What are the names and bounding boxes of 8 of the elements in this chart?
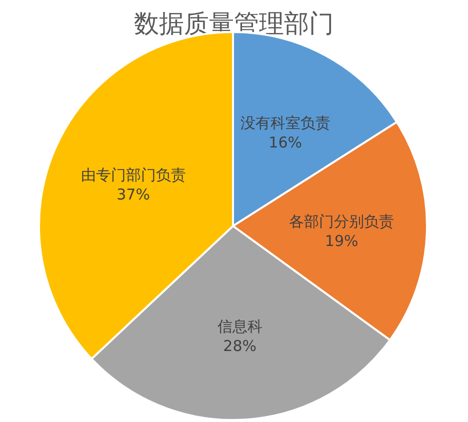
data-label: 19% (324, 232, 358, 250)
slice-label: 由专门部门负责 (80, 166, 186, 184)
slice-label: 没有科室负责 (240, 114, 330, 132)
slice-label: 各部门分别负责 (289, 212, 394, 230)
slice-label: 信息科 (217, 317, 262, 336)
data-label: 37% (116, 185, 150, 204)
data-label: 16% (268, 133, 302, 152)
data-label: 28% (223, 336, 256, 355)
